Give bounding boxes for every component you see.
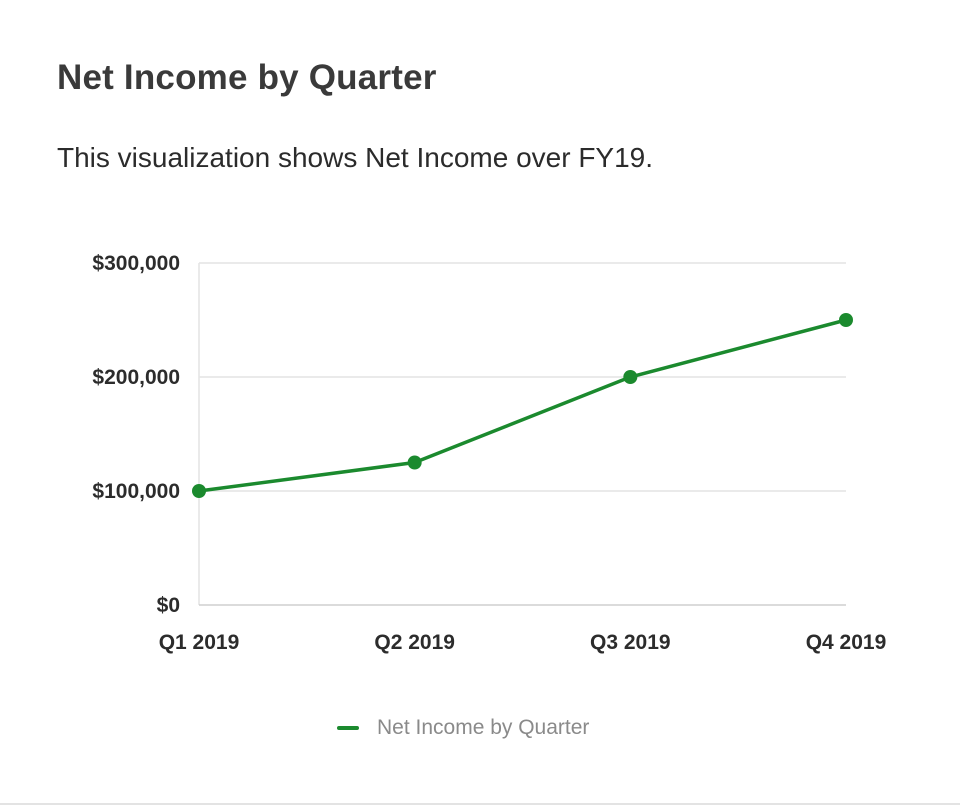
y-tick-label: $0 — [157, 594, 180, 617]
y-tick-label: $100,000 — [92, 480, 180, 503]
data-point[interactable] — [407, 455, 422, 470]
data-point[interactable] — [839, 313, 853, 327]
data-point[interactable] — [192, 484, 206, 498]
y-tick-labels: $0 $100,000 $200,000 $300,000 — [92, 252, 180, 617]
line-chart: $0 $100,000 $200,000 $300,000 Q1 2019 Q2 201… — [92, 252, 887, 654]
y-tick-label: $200,000 — [92, 366, 180, 389]
legend-label: Net Income by Quarter — [377, 716, 590, 739]
chart-description: This visualization shows Net Income over… — [57, 142, 654, 173]
series-line — [197, 318, 848, 493]
grid-lines — [199, 262, 846, 492]
x-tick-label: Q3 2019 — [590, 631, 671, 654]
y-tick-label: $300,000 — [92, 252, 180, 275]
legend-swatch — [337, 726, 359, 730]
page-title: Net Income by Quarter — [57, 58, 437, 97]
x-tick-label: Q1 2019 — [159, 631, 240, 654]
chart-legend[interactable]: Net Income by Quarter — [337, 716, 589, 740]
axes — [198, 263, 846, 606]
data-point[interactable] — [623, 370, 638, 384]
series-layer — [192, 313, 853, 498]
x-tick-labels: Q1 2019 Q2 2019 Q3 2019 Q4 2019 — [159, 631, 887, 654]
x-tick-label: Q2 2019 — [374, 631, 455, 654]
x-tick-label: Q4 2019 — [806, 631, 887, 654]
